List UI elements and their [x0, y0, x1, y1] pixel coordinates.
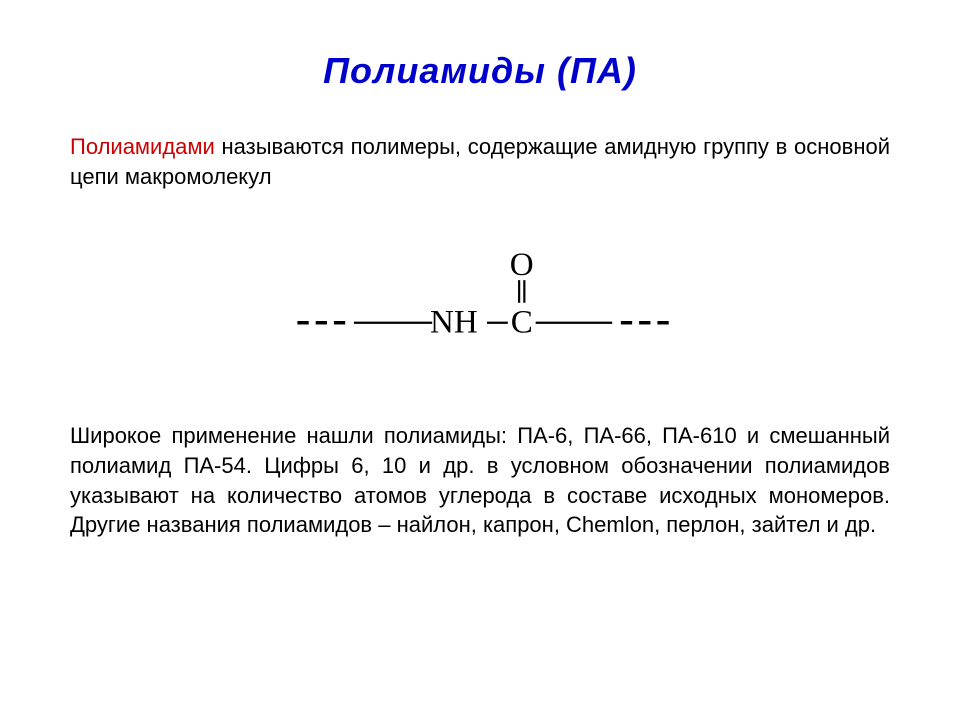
atom-nh: NH [430, 305, 478, 341]
description-text: Широкое применение нашли полиамиды: ПА-6… [70, 421, 890, 540]
formula-svg: NH C O [280, 241, 680, 361]
formula-container: NH C O [70, 241, 890, 361]
atom-c: C [511, 305, 533, 341]
definition-text: Полиамидами называются полимеры, содержа… [70, 132, 890, 191]
slide-title: Полиамиды (ПА) [70, 50, 890, 92]
definition-highlight: Полиамидами [70, 134, 215, 159]
slide-content: Полиамиды (ПА) Полиамидами называются по… [0, 0, 960, 720]
amide-formula: NH C O [280, 241, 680, 361]
atom-o: O [510, 247, 534, 283]
